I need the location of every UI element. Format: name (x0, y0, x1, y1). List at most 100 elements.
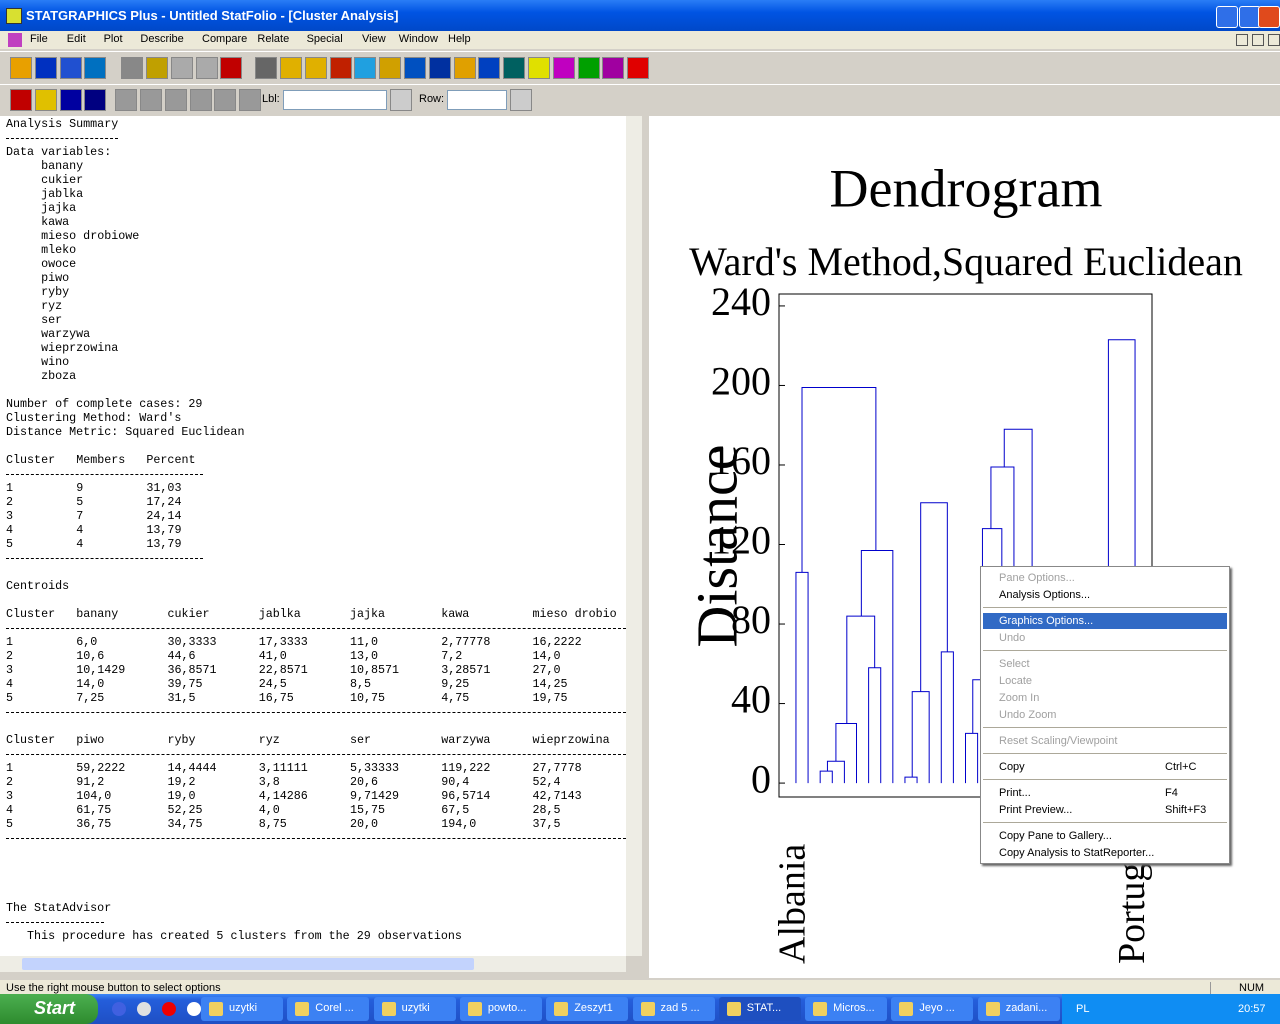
toolbar-button[interactable] (239, 89, 262, 111)
advisor-text: This procedure has created 5 clusters fr… (27, 929, 462, 943)
toolbar-button[interactable] (10, 89, 32, 111)
toolbar-button[interactable] (503, 57, 526, 79)
menu-shortcut: F4 (1165, 787, 1178, 799)
horizontal-scrollbar[interactable] (0, 956, 626, 972)
menu-shortcut: Ctrl+C (1165, 761, 1197, 773)
menu-item[interactable]: Special (306, 33, 343, 45)
toolbar-button[interactable] (214, 89, 237, 111)
scroll-thumb[interactable] (22, 958, 474, 970)
dendrogram-link (819, 770, 833, 784)
task-button[interactable]: uzytki (201, 997, 283, 1021)
menu-item[interactable]: Describe (140, 33, 184, 45)
toolbar-button[interactable] (304, 57, 327, 79)
menu-item[interactable]: Window (398, 33, 438, 45)
close-button[interactable] (1258, 6, 1280, 28)
toolbar-button[interactable] (428, 57, 451, 79)
quick-launch[interactable] (162, 1002, 176, 1016)
toolbar-button[interactable] (602, 57, 625, 79)
toolbar-button[interactable] (453, 57, 476, 79)
vertical-scrollbar[interactable] (626, 116, 642, 956)
table-cell: 14,0 (532, 649, 561, 663)
toolbar-button[interactable] (170, 57, 193, 79)
task-icon (295, 1002, 310, 1016)
toolbar-button[interactable] (140, 89, 162, 111)
toolbar-button[interactable] (280, 57, 302, 79)
dendrogram-link (868, 667, 882, 784)
menu-item[interactable]: View (362, 33, 386, 45)
toolbar-button[interactable] (189, 89, 212, 111)
menu-item[interactable]: File (30, 33, 48, 45)
menu-item[interactable]: Relate (257, 33, 290, 45)
quick-launch[interactable] (137, 1002, 151, 1016)
toolbar-button[interactable] (115, 89, 138, 111)
table-cell: 24,5 (258, 677, 287, 691)
menu-item[interactable]: Analysis Options... (999, 589, 1091, 601)
find-button[interactable] (510, 89, 532, 111)
quick-launch[interactable] (112, 1002, 126, 1016)
task-button[interactable]: powto... (459, 997, 542, 1021)
toolbar-button[interactable] (84, 57, 107, 79)
toolbar-button[interactable] (59, 89, 82, 111)
table-cell: 5,33333 (349, 761, 400, 775)
table-cell: 10,6 (76, 649, 105, 663)
toolbar-button[interactable] (552, 57, 575, 79)
task-button[interactable]: Corel ... (287, 997, 370, 1021)
splitter[interactable] (642, 116, 649, 978)
toolbar-button[interactable] (10, 57, 32, 79)
toolbar-button[interactable] (478, 57, 501, 79)
menu-item[interactable]: Compare (202, 33, 248, 45)
mdi-button (1252, 34, 1264, 46)
task-button[interactable]: Zeszyt1 (546, 997, 629, 1021)
lbl-input[interactable] (283, 90, 387, 110)
toolbar-button[interactable] (195, 57, 218, 79)
toolbar-button[interactable] (34, 89, 57, 111)
menu-item[interactable]: Copy Pane to Gallery... (999, 830, 1112, 842)
y-tick-label: 0 (751, 756, 771, 801)
minimize-button[interactable] (1216, 6, 1238, 28)
task-icon (381, 1002, 396, 1016)
toolbar-button[interactable] (379, 57, 402, 79)
task-button[interactable]: STAT... (718, 997, 801, 1021)
toolbar-button[interactable] (354, 57, 377, 79)
task-button[interactable]: Jeyo ... (891, 997, 974, 1021)
task-button[interactable]: zadani... (977, 997, 1060, 1021)
menu-item[interactable]: Plot (103, 33, 123, 45)
toolbar-button[interactable] (627, 57, 650, 79)
table-cell: 16,75 (258, 691, 294, 705)
task-button[interactable]: zad 5 ... (632, 997, 715, 1021)
find-button[interactable] (390, 89, 412, 111)
toolbar-button[interactable] (404, 57, 426, 79)
menu-item[interactable]: Edit (66, 33, 86, 45)
toolbar-button[interactable] (59, 57, 82, 79)
table-cell: 10,75 (349, 691, 386, 705)
quick-launch[interactable] (187, 1002, 201, 1016)
menu-item[interactable]: Print Preview... (999, 804, 1073, 816)
toolbar-button[interactable] (34, 57, 57, 79)
task-button[interactable]: Micros... (805, 997, 888, 1021)
task-button[interactable]: uzytki (373, 997, 456, 1021)
toolbar-button[interactable] (255, 57, 278, 79)
toolbar-button[interactable] (121, 57, 144, 79)
toolbar-button[interactable] (146, 57, 168, 79)
mdi-button (1236, 34, 1248, 46)
toolbar-button[interactable] (329, 57, 352, 79)
toolbar-button[interactable] (528, 57, 550, 79)
separator (6, 754, 626, 755)
toolbar-button[interactable] (220, 57, 243, 79)
toolbar-button[interactable] (84, 89, 107, 111)
dendrogram-link (904, 776, 918, 784)
menu-item[interactable]: Graphics Options... (999, 615, 1094, 627)
table-cell: 17,3333 (258, 635, 308, 649)
table-cell: 96,5714 (441, 789, 491, 803)
menu-item[interactable]: Print... (999, 787, 1031, 799)
toolbar-button[interactable] (577, 57, 600, 79)
menu-item[interactable]: Copy Analysis to StatReporter... (999, 847, 1155, 859)
menu-item[interactable]: Help (448, 33, 471, 45)
y-tick-label: 200 (711, 359, 771, 404)
table-cell: 4 (76, 523, 84, 537)
row-input[interactable] (447, 90, 507, 110)
menu-item[interactable]: Copy (999, 761, 1025, 773)
table-cell: 24,14 (146, 509, 182, 523)
toolbar-button[interactable] (164, 89, 187, 111)
start-button[interactable]: Start (0, 994, 98, 1024)
